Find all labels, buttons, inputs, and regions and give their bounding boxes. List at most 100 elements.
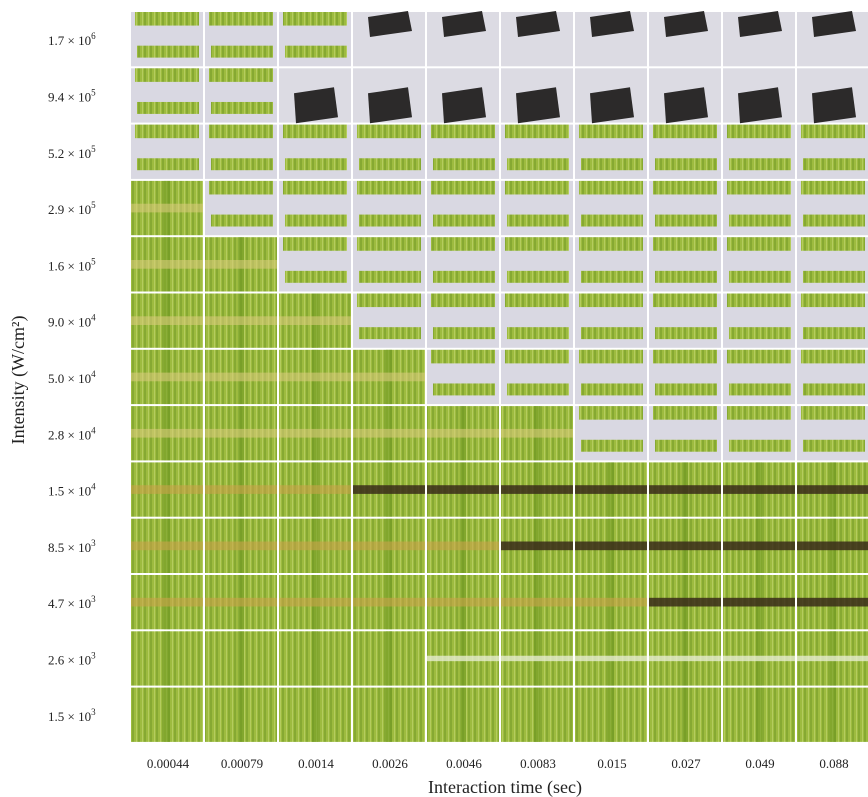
photo-cell xyxy=(205,406,277,460)
photo-cell xyxy=(575,68,647,123)
photo-cell xyxy=(353,294,425,348)
burn-band xyxy=(723,598,795,607)
row-label-exponent: 3 xyxy=(91,707,96,717)
burn-band xyxy=(131,485,203,494)
burn-band xyxy=(427,485,499,494)
photo-cell xyxy=(501,631,573,685)
photo-cell xyxy=(797,125,868,179)
midrib xyxy=(312,688,318,742)
photo-cell xyxy=(575,519,647,573)
midrib xyxy=(534,688,540,742)
photo-cell xyxy=(797,11,868,66)
photo-cell xyxy=(205,519,277,573)
row-label-exponent: 4 xyxy=(91,425,96,435)
burn-band xyxy=(131,598,203,607)
row-label-base: 5.2 × 10 xyxy=(48,146,91,161)
leaf-top xyxy=(801,350,865,364)
row-label-exponent: 4 xyxy=(91,369,96,379)
row-label-exponent: 5 xyxy=(91,256,96,266)
leaf-bottom xyxy=(655,158,717,170)
x-axis-title: Interaction time (sec) xyxy=(428,777,582,797)
photo-cell xyxy=(723,575,795,629)
leaf-bottom xyxy=(655,383,717,395)
row-label-base: 1.5 × 10 xyxy=(48,484,91,499)
leaf-bottom xyxy=(803,383,865,395)
row-label: 8.5 × 103 xyxy=(48,538,96,555)
photo-cell xyxy=(427,406,499,460)
photo-cell xyxy=(131,68,203,122)
photo-cell xyxy=(723,11,795,66)
midrib xyxy=(460,688,466,742)
charred-leaf xyxy=(368,87,412,123)
photo-cell xyxy=(205,462,277,516)
row-label-exponent: 5 xyxy=(91,87,96,97)
photo-cell xyxy=(131,294,203,348)
leaf-bottom xyxy=(507,158,569,170)
photo-cell xyxy=(205,688,277,742)
photo-cell xyxy=(279,181,351,235)
leaf-bottom xyxy=(655,440,717,452)
leaf-bottom xyxy=(211,158,273,170)
photo-cell xyxy=(723,462,795,516)
leaf-bottom xyxy=(433,327,495,339)
burn-band xyxy=(279,316,351,325)
burn-band xyxy=(797,542,868,551)
photo-cell xyxy=(649,631,721,685)
photo-cell xyxy=(649,237,721,291)
leaf-top xyxy=(727,237,791,251)
leaf-bottom xyxy=(729,383,791,395)
leaf-bottom xyxy=(803,158,865,170)
burn-band xyxy=(205,485,277,494)
photo-cell xyxy=(353,519,425,573)
burn-band xyxy=(427,542,499,551)
row-label-base: 9.0 × 10 xyxy=(48,315,91,330)
photo-cell xyxy=(353,125,425,179)
photo-cell xyxy=(501,294,573,348)
photo-cell xyxy=(501,11,573,66)
leaf-top xyxy=(801,294,865,308)
leaf-top xyxy=(357,237,421,251)
burn-band xyxy=(279,429,351,438)
image-grid xyxy=(131,11,868,742)
leaf-top xyxy=(579,181,643,195)
column-label: 0.00079 xyxy=(221,756,263,771)
leaf-top xyxy=(431,294,495,308)
photo-cell xyxy=(649,519,721,573)
midrib xyxy=(312,631,318,685)
light-band xyxy=(797,656,868,661)
leaf-bottom xyxy=(655,215,717,227)
photo-cell xyxy=(501,68,573,123)
photo-cell xyxy=(649,462,721,516)
photo-cell xyxy=(205,575,277,629)
photo-cell xyxy=(353,11,425,66)
photo-cell xyxy=(131,406,203,460)
leaf-top xyxy=(801,181,865,195)
leaf-top xyxy=(209,125,273,139)
burn-band xyxy=(131,373,203,382)
photo-cell xyxy=(131,125,203,179)
burn-band xyxy=(205,429,277,438)
figure: Intensity (W/cm²) Interaction time (sec)… xyxy=(0,0,868,797)
photo-cell xyxy=(649,181,721,235)
row-label-exponent: 3 xyxy=(91,538,96,548)
photo-cell xyxy=(649,294,721,348)
burn-band xyxy=(501,598,573,607)
photo-cell xyxy=(575,181,647,235)
photo-cell xyxy=(797,519,868,573)
photo-cell xyxy=(723,519,795,573)
leaf-bottom xyxy=(803,271,865,283)
leaf-bottom xyxy=(285,46,347,58)
leaf-bottom xyxy=(729,158,791,170)
leaf-bottom xyxy=(581,215,643,227)
photo-cell xyxy=(353,462,425,516)
row-label-base: 2.9 × 10 xyxy=(48,202,91,217)
photo-cell xyxy=(427,575,499,629)
burn-band xyxy=(353,598,425,607)
photo-cell xyxy=(575,11,647,66)
photo-cell xyxy=(131,462,203,516)
photo-cell xyxy=(649,125,721,179)
column-label: 0.027 xyxy=(671,756,701,771)
photo-cell xyxy=(205,125,277,179)
photo-cell xyxy=(797,631,868,685)
burn-band xyxy=(131,316,203,325)
